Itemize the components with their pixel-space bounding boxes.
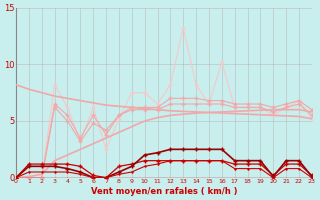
X-axis label: Vent moyen/en rafales ( km/h ): Vent moyen/en rafales ( km/h ) xyxy=(91,187,237,196)
